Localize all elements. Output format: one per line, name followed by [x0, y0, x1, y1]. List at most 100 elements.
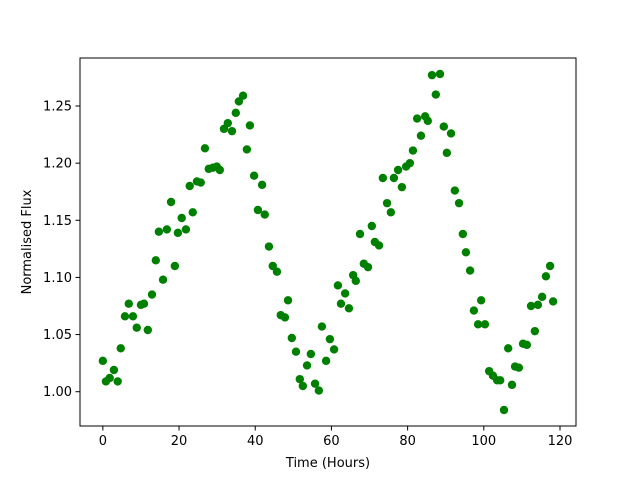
point	[340, 289, 350, 298]
point	[139, 299, 149, 308]
point	[480, 320, 490, 329]
point	[416, 131, 426, 140]
point	[283, 296, 293, 305]
point	[188, 208, 197, 217]
point	[185, 181, 194, 191]
point	[215, 165, 225, 175]
point	[469, 306, 479, 315]
point	[427, 70, 437, 80]
x-tick-label: 100	[471, 434, 496, 449]
x-tick-label: 60	[323, 434, 340, 449]
x-tick-label: 0	[99, 434, 107, 449]
point	[545, 261, 555, 271]
y-tick-label: 1.10	[43, 271, 72, 286]
y-tick-label: 1.20	[43, 157, 72, 172]
point	[170, 261, 180, 271]
point	[173, 228, 183, 238]
point	[98, 356, 108, 366]
point	[272, 267, 282, 276]
point	[280, 313, 290, 322]
point	[105, 373, 114, 383]
point	[533, 300, 543, 310]
point	[412, 114, 422, 123]
point	[367, 221, 377, 231]
point	[548, 297, 558, 306]
point	[302, 361, 312, 370]
point	[389, 173, 399, 183]
point	[333, 281, 343, 290]
point	[503, 344, 513, 353]
point	[530, 326, 540, 336]
point	[196, 178, 205, 187]
x-tick-label: 80	[399, 434, 416, 449]
point	[435, 69, 445, 79]
point	[154, 227, 164, 236]
y-tick-label: 1.05	[43, 328, 72, 343]
point	[465, 266, 475, 275]
point	[325, 334, 335, 344]
point	[314, 386, 324, 395]
point	[386, 208, 396, 217]
point	[295, 374, 305, 384]
point	[382, 198, 392, 208]
point	[158, 275, 168, 284]
point	[124, 299, 133, 308]
point	[257, 180, 267, 190]
point	[423, 116, 433, 126]
point	[363, 262, 373, 272]
x-axis-label: Time (Hours)	[285, 456, 370, 471]
point	[397, 182, 407, 192]
point	[260, 210, 269, 219]
point	[495, 376, 505, 385]
point	[329, 345, 339, 354]
point	[461, 248, 471, 257]
point	[143, 325, 153, 335]
point	[253, 205, 263, 215]
point	[151, 256, 161, 265]
point	[450, 186, 460, 195]
point	[128, 312, 138, 321]
point	[132, 323, 141, 332]
point	[476, 296, 486, 305]
point	[162, 225, 172, 234]
point	[378, 173, 388, 183]
point	[120, 312, 130, 321]
point	[109, 365, 119, 375]
y-tick-label: 1.25	[43, 100, 72, 115]
point	[431, 90, 441, 99]
point	[298, 381, 308, 391]
point	[166, 197, 176, 207]
point	[541, 272, 551, 281]
point	[351, 276, 361, 286]
point	[227, 126, 237, 136]
point	[514, 363, 524, 372]
point	[238, 91, 248, 100]
point	[537, 292, 547, 302]
point	[458, 229, 468, 239]
point	[473, 320, 483, 329]
point	[306, 349, 316, 359]
point	[231, 108, 241, 118]
point	[499, 405, 509, 415]
point	[408, 146, 418, 155]
x-tick-label: 40	[247, 434, 264, 449]
point	[177, 213, 186, 223]
x-tick-label: 120	[548, 434, 573, 449]
point	[454, 198, 464, 208]
point	[446, 129, 456, 138]
point	[439, 122, 449, 131]
point	[147, 290, 157, 299]
point	[242, 145, 252, 154]
point	[200, 144, 210, 153]
point	[526, 301, 536, 311]
x-tick-label: 20	[171, 434, 188, 449]
point	[287, 333, 297, 343]
point	[344, 304, 354, 313]
y-tick-label: 1.00	[43, 385, 72, 400]
point	[442, 148, 452, 158]
point	[223, 118, 233, 128]
point	[355, 229, 365, 239]
point	[181, 225, 191, 234]
point	[393, 165, 403, 175]
